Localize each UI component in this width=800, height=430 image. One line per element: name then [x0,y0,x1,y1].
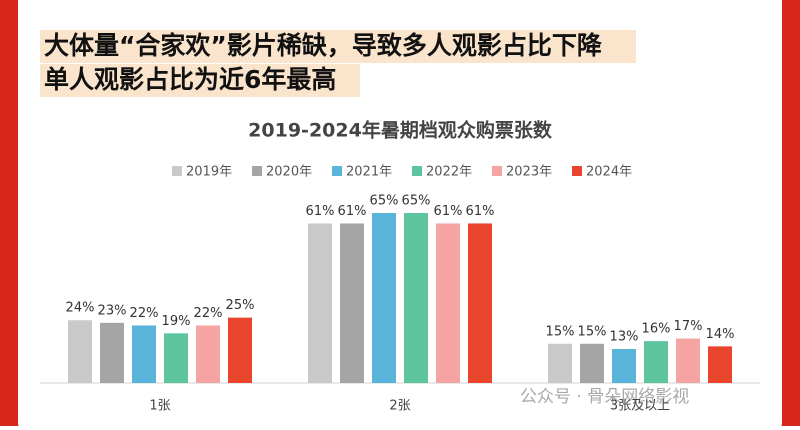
value-label: 17% [674,319,703,334]
highlight [40,30,636,63]
bar [228,317,252,383]
bar [548,343,572,383]
legend-label: 2024年 [586,165,632,180]
value-label: 19% [162,314,191,329]
bar [196,325,220,383]
bar [708,346,732,383]
value-label: 15% [578,324,607,339]
value-label: 22% [130,306,159,321]
legend-swatch [252,166,262,176]
bar [676,338,700,383]
chart-title: 2019-2024年暑期档观众购票张数 [248,119,553,142]
bar [612,349,636,383]
value-label: 61% [306,204,335,219]
highlight [40,64,360,97]
bar [340,223,364,383]
legend-swatch [332,166,342,176]
headline: 大体量“合家欢”影片稀缺，导致多人观影占比下降 [44,31,603,60]
watermark: 公众号 · 骨朵网络影视 [520,387,689,407]
x-tick-label: 3张及以上 [610,399,670,414]
bar [468,223,492,383]
value-label: 22% [194,306,223,321]
value-label: 15% [546,324,575,339]
value-label: 25% [226,298,255,313]
legend-swatch [572,166,582,176]
bar [100,322,124,383]
value-label: 61% [466,204,495,219]
value-label: 61% [434,204,463,219]
bar [68,320,92,383]
value-label: 14% [706,327,735,342]
value-label: 61% [338,204,367,219]
legend-label: 2023年 [506,165,552,180]
value-label: 24% [66,301,95,316]
value-label: 13% [610,330,639,345]
legend-label: 2020年 [266,165,312,180]
legend-swatch [172,166,182,176]
legend-label: 2022年 [426,165,472,180]
x-tick-label: 1张 [149,399,170,414]
bar [164,333,188,383]
bar [404,213,428,383]
bar [436,223,460,383]
bar [644,341,668,383]
headline: 单人观影占比为近6年最高 [44,65,336,94]
bar [372,213,396,383]
bar [580,343,604,383]
bar [308,223,332,383]
bar [132,325,156,383]
value-label: 65% [402,194,431,209]
value-label: 16% [642,322,671,337]
legend-label: 2019年 [186,165,232,180]
legend-label: 2021年 [346,165,392,180]
legend-swatch [412,166,422,176]
value-label: 65% [370,194,399,209]
card [18,0,782,430]
value-label: 23% [98,303,127,318]
x-tick-label: 2张 [389,399,410,414]
legend-swatch [492,166,502,176]
